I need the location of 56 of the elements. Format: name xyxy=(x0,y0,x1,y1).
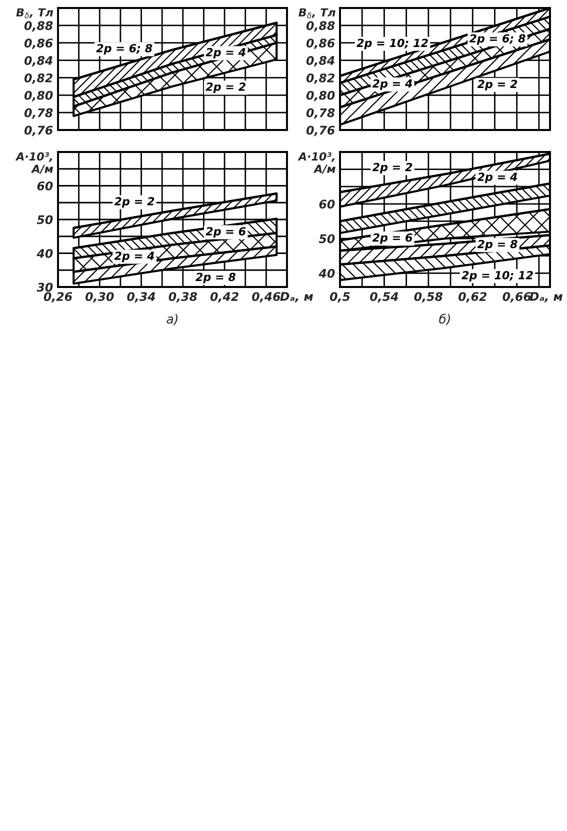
x-tick-label: 0,58 xyxy=(414,292,443,303)
text: б) xyxy=(439,314,450,326)
y-tick-label: 0,88 xyxy=(24,21,53,32)
y-tick-label: 0,86 xyxy=(24,38,53,50)
y-tick-label: 30 xyxy=(36,282,53,292)
series-label: 2p = 2 xyxy=(114,197,154,208)
y-axis-title: A·10³, A/м xyxy=(298,152,336,174)
y-tick-label: 0,80 xyxy=(24,90,53,102)
series-label: 2p = 4 xyxy=(206,48,246,59)
y-tick-label: 50 xyxy=(318,234,335,244)
series-label: 2p = 8 xyxy=(196,272,236,284)
y-tick-label: 0,76 xyxy=(306,126,335,136)
series-label: 2p = 6; 8 xyxy=(469,34,526,45)
x-tick-label: 0,54 xyxy=(370,292,398,303)
series-label: 2p = 2 xyxy=(477,80,518,90)
series-label: 2p = 4 xyxy=(372,79,412,90)
y-tick-label: 0,84 xyxy=(306,56,334,66)
x-tick-label: 0,42 xyxy=(210,292,238,303)
y-tick-label: 0,78 xyxy=(306,108,335,119)
series-label: 2p = 8 xyxy=(477,240,518,250)
x-axis-title: Dₐ, м xyxy=(530,292,562,302)
series-label: 2p = 10; 12 xyxy=(356,38,428,50)
x-tick-label: 0,26 xyxy=(44,292,72,303)
y-tick-label: 60 xyxy=(37,181,53,190)
x-tick-label: 0,66 xyxy=(502,292,531,303)
series-label: 2p = 6 xyxy=(372,233,412,244)
series-label: 2p = 4 xyxy=(114,252,154,262)
x-tick-label: 0,38 xyxy=(168,292,198,303)
y-tick-label: 40 xyxy=(36,248,53,258)
series-label: 2p = 10; 12 xyxy=(462,270,533,282)
series-label: 2p = 6; 8 xyxy=(96,44,152,55)
y-tick-label: 0,76 xyxy=(24,126,53,136)
x-tick-label: 0,46 xyxy=(252,292,280,303)
y-tick-label: 60 xyxy=(319,200,335,209)
y-tick-label: 50 xyxy=(36,215,53,224)
x-tick-label: 0,34 xyxy=(127,292,156,303)
y-axis-title: A·10³, A/м xyxy=(15,152,54,174)
series-label: 2p = 2 xyxy=(206,82,246,94)
x-tick-label: 0,5 xyxy=(330,292,350,303)
x-tick-label: 0,30 xyxy=(86,292,114,303)
y-tick-label: 0,88 xyxy=(306,21,335,32)
y-axis-title: B$_{δ}$, Тл xyxy=(298,8,336,18)
y-tick-label: 0,84 xyxy=(24,56,52,66)
y-tick-label: 0,80 xyxy=(306,90,335,102)
series-label: 2p = 2 xyxy=(372,162,412,174)
series-label: 2p = 4 xyxy=(477,172,518,184)
y-tick-label: 0,86 xyxy=(306,38,335,50)
x-axis-title: Dₐ, м xyxy=(280,292,313,302)
text: а) xyxy=(166,314,178,326)
x-tick-label: 0,62 xyxy=(458,292,487,303)
y-tick-label: 40 xyxy=(318,268,335,278)
y-tick-label: 0,82 xyxy=(24,73,52,84)
y-tick-label: 0,82 xyxy=(306,73,334,84)
series-label: 2p = 6 xyxy=(206,227,246,238)
y-tick-label: 0,78 xyxy=(24,108,53,119)
y-axis-title: B$_{δ}$, Тл xyxy=(16,8,54,18)
